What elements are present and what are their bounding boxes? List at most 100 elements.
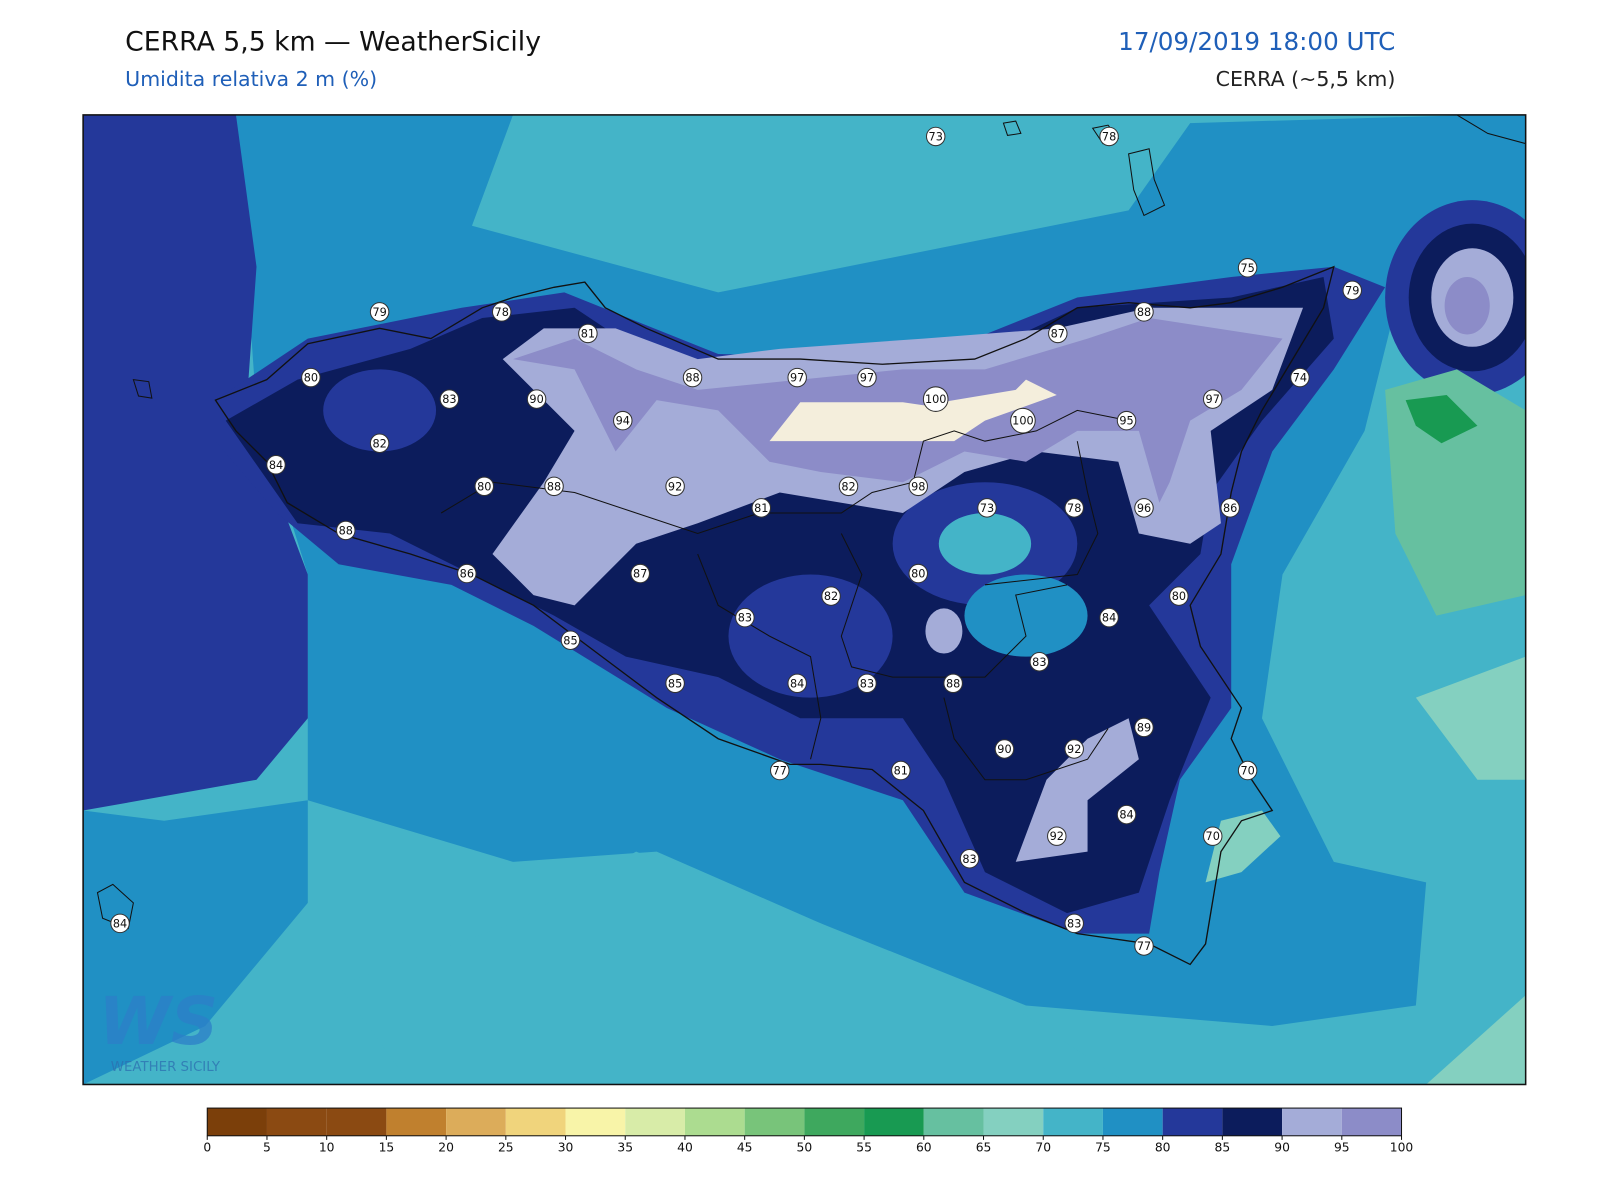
colorbar-tick-label: 15 [379, 1141, 395, 1155]
station-marker [1064, 498, 1084, 518]
field-55-east [1405, 395, 1478, 444]
map-field: 73 78 79 78 81 80 83 90 94 82 84 80 88 92 88 97 97 100 100… [83, 114, 1526, 1085]
station-marker [491, 302, 512, 322]
station-value: 92 [668, 480, 682, 493]
colorbar-tick-label: 75 [1095, 1141, 1111, 1155]
colorbar-tick-label: 65 [976, 1141, 992, 1155]
station-marker [925, 126, 946, 147]
station-value: 82 [841, 480, 855, 493]
station-marker [821, 586, 841, 606]
colorbar-bin [505, 1108, 566, 1136]
field-95-east [1444, 277, 1490, 335]
station-marker [908, 476, 929, 497]
field-65-se [1205, 810, 1281, 883]
province-borders [440, 409, 1129, 781]
station-value: 84 [790, 677, 804, 690]
station-labels: 73 78 79 78 81 80 83 90 94 82 84 80 88 92 88 97 97 100 100… [110, 126, 1363, 956]
colorbar-bin [207, 1108, 267, 1136]
field-75-pocket [964, 574, 1088, 657]
station-value: 84 [113, 917, 127, 930]
station-marker [665, 673, 685, 694]
station-marker [1116, 804, 1137, 825]
station-value: 97 [860, 372, 874, 385]
station-value: 92 [1067, 743, 1081, 756]
colorbar-tick-label: 80 [1155, 1141, 1171, 1155]
datetime: 17/09/2019 18:00 UTC [1118, 27, 1395, 56]
colorbar-bin [864, 1108, 924, 1136]
station-value: 83 [442, 393, 456, 406]
colorbar-bin [983, 1108, 1044, 1136]
colorbar-bin [804, 1108, 865, 1136]
station-marker [908, 563, 929, 584]
station-marker [682, 367, 703, 388]
station-marker [1099, 607, 1119, 628]
station-value: 88 [685, 372, 699, 385]
station-marker [665, 476, 685, 497]
colorbar-tick-label: 25 [498, 1141, 514, 1155]
station-value: 77 [1137, 940, 1151, 953]
coastline [214, 265, 1335, 966]
station-value: 78 [1067, 502, 1081, 515]
station-value: 100 [1012, 415, 1034, 428]
station-marker [578, 323, 598, 344]
station-marker [1237, 258, 1258, 278]
station-value: 75 [1240, 262, 1254, 275]
station-value: 78 [1102, 130, 1116, 143]
station-marker [110, 913, 130, 934]
station-value: 80 [304, 372, 318, 385]
station-value: 70 [1206, 830, 1220, 843]
station-marker [838, 476, 859, 497]
station-marker [857, 673, 877, 694]
station-value: 88 [339, 524, 353, 537]
station-value: 97 [790, 372, 804, 385]
station-value: 79 [372, 306, 386, 319]
station-value: 86 [1223, 502, 1237, 515]
station-value: 98 [911, 480, 925, 493]
field-70 [338, 851, 1129, 1085]
colorbar-tick-label: 55 [856, 1141, 872, 1155]
station-value: 84 [1119, 809, 1133, 822]
station-value: 100 [925, 393, 947, 406]
station-marker [787, 367, 807, 388]
colorbar-bin [266, 1108, 327, 1136]
station-value: 97 [1206, 393, 1220, 406]
station-marker [526, 389, 547, 409]
colorbar-bin [625, 1108, 685, 1136]
station-value: 82 [372, 437, 386, 450]
station-marker [613, 410, 633, 431]
station-marker [1169, 586, 1189, 606]
colorbar-tick-label: 100 [1390, 1141, 1413, 1155]
logo-letters: WS [98, 984, 218, 1060]
station-marker [1202, 389, 1223, 409]
station-value: 70 [1240, 765, 1254, 778]
field-80-west [83, 114, 308, 811]
colorbar-tick-label: 5 [263, 1141, 271, 1155]
title: CERRA 5,5 km — WeatherSicily [125, 27, 541, 58]
colorbar-bin [1102, 1108, 1163, 1136]
station-marker [751, 498, 772, 518]
station-value: 73 [980, 502, 994, 515]
station-value: 83 [860, 677, 874, 690]
station-value: 89 [1137, 721, 1151, 734]
logo: WS WEATHER SICILY [98, 984, 220, 1075]
station-marker [301, 367, 321, 388]
station-marker [630, 563, 650, 584]
field-80-pocket [323, 369, 437, 452]
subtitle: Umidita relativa 2 m (%) [125, 67, 377, 91]
station-marker [891, 760, 911, 781]
station-value: 73 [929, 130, 943, 143]
station-value: 74 [1293, 372, 1307, 385]
station-value: 86 [460, 568, 474, 581]
colorbar-tick-label: 35 [617, 1141, 633, 1155]
colorbar-tick-label: 10 [319, 1141, 335, 1155]
colorbar-tick-label: 20 [438, 1141, 454, 1155]
station-marker [1010, 407, 1036, 434]
station-marker [1047, 826, 1067, 846]
station-value: 95 [1119, 415, 1133, 428]
station-marker [1134, 498, 1154, 518]
colorbar-bin [744, 1108, 805, 1136]
station-value: 87 [1051, 327, 1065, 340]
station-value: 78 [495, 306, 509, 319]
station-marker [943, 673, 963, 694]
station-value: 80 [477, 480, 491, 493]
